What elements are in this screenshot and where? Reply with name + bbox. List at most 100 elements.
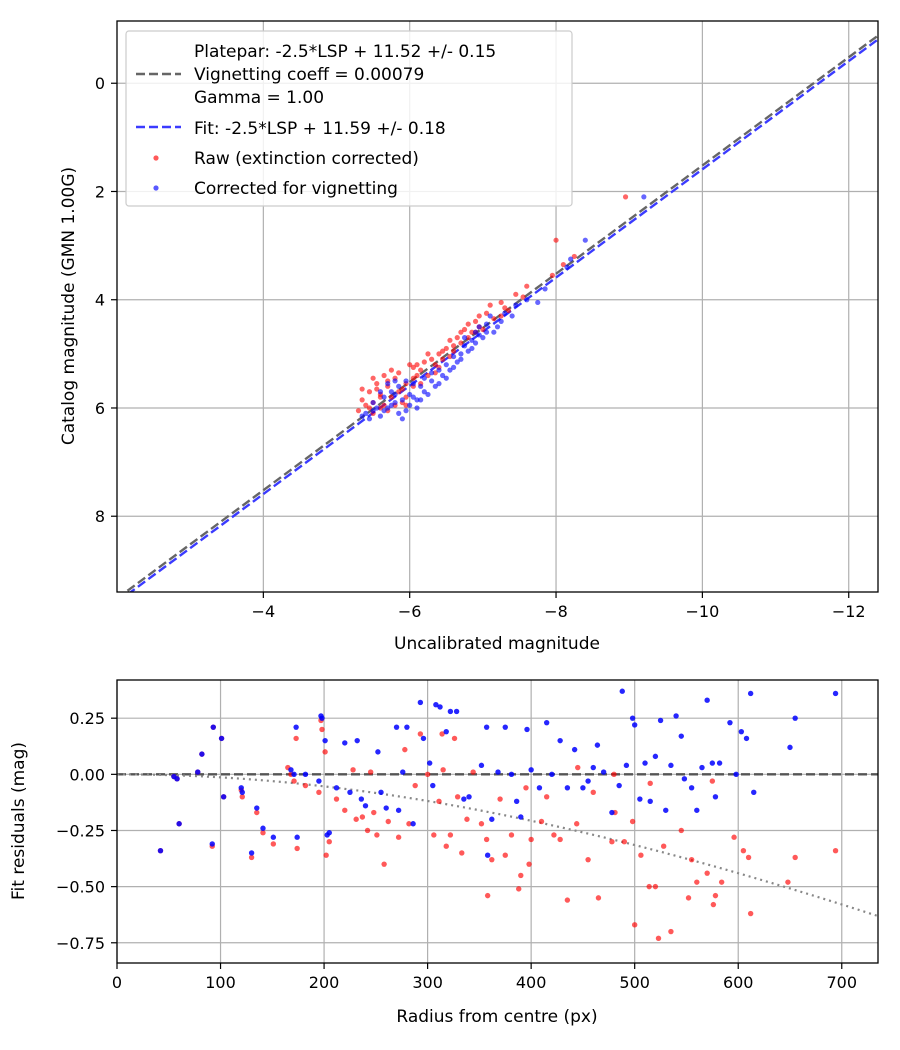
raw-residual-point xyxy=(316,789,322,796)
corrected-residual-point xyxy=(557,737,563,744)
raw-point xyxy=(359,386,365,392)
corrected-residual-point xyxy=(609,809,615,816)
raw-point xyxy=(414,372,420,379)
raw-residual-point xyxy=(718,879,725,885)
corrected-point xyxy=(414,405,420,411)
corrected-point xyxy=(513,302,519,308)
raw-residual-point xyxy=(402,746,408,753)
raw-residual-point xyxy=(832,847,839,854)
corrected-point xyxy=(421,389,427,395)
raw-residual-point xyxy=(518,872,524,879)
legend-corrected-text: Corrected for vignetting xyxy=(194,179,398,199)
raw-residual-point xyxy=(557,836,563,843)
corrected-residual-point xyxy=(270,834,277,840)
raw-point xyxy=(472,318,479,324)
corrected-point xyxy=(418,397,424,403)
raw-residual-point xyxy=(436,798,442,804)
raw-point xyxy=(363,402,369,408)
corrected-residual-point xyxy=(832,690,839,697)
corrected-point xyxy=(363,410,369,416)
raw-residual-point xyxy=(367,769,374,775)
raw-residual-point xyxy=(502,852,508,858)
raw-residual-point xyxy=(484,892,491,899)
corrected-residual-point xyxy=(495,769,501,775)
raw-point xyxy=(410,375,416,381)
corrected-point xyxy=(377,389,384,395)
corrected-residual-point xyxy=(248,850,255,856)
corrected-point xyxy=(381,394,387,400)
corrected-residual-point xyxy=(291,771,297,778)
corrected-point xyxy=(407,402,413,408)
corrected-residual-point xyxy=(322,737,328,744)
raw-residual-point xyxy=(792,854,798,861)
corrected-point xyxy=(410,381,416,387)
raw-point xyxy=(560,261,566,268)
corrected-point xyxy=(366,416,373,422)
corrected-residual-point xyxy=(647,798,653,804)
top-x-tick-label: −8 xyxy=(544,602,568,621)
corrected-residual-point xyxy=(712,794,719,800)
corrected-point xyxy=(491,329,497,335)
raw-residual-point xyxy=(652,883,659,890)
corrected-residual-point xyxy=(174,776,180,782)
legend-platepar-text-1: Platepar: -2.5*LSP + 11.52 +/- 0.15 xyxy=(194,42,496,62)
bottom-x-tick-label: 700 xyxy=(826,973,857,992)
raw-residual-point xyxy=(451,735,458,742)
corrected-point xyxy=(502,310,508,316)
raw-residual-point xyxy=(621,839,628,845)
corrected-residual-point xyxy=(199,751,205,757)
raw-residual-point xyxy=(454,794,461,800)
corrected-point xyxy=(494,324,501,330)
raw-point xyxy=(432,370,438,376)
corrected-residual-point xyxy=(478,762,485,769)
bottom-plot-frame xyxy=(116,679,879,964)
raw-residual-point xyxy=(528,836,534,843)
raw-point xyxy=(377,405,384,411)
corrected-point xyxy=(461,343,468,349)
corrected-residual-point xyxy=(393,724,400,730)
bottom-scatter-points xyxy=(157,688,839,941)
raw-residual-point xyxy=(293,735,299,742)
corrected-residual-point xyxy=(594,742,601,748)
corrected-residual-point xyxy=(420,735,427,742)
corrected-point xyxy=(414,397,420,403)
corrected-residual-point xyxy=(447,708,454,715)
raw-point xyxy=(440,356,446,362)
corrected-residual-point xyxy=(716,760,723,766)
raw-point xyxy=(414,362,420,368)
corrected-residual-point xyxy=(342,740,348,746)
corrected-point xyxy=(582,237,588,243)
corrected-point xyxy=(564,264,570,270)
corrected-residual-point xyxy=(709,760,716,766)
corrected-residual-point xyxy=(484,852,491,858)
raw-point xyxy=(366,389,373,395)
raw-point xyxy=(381,402,387,408)
corrected-residual-point xyxy=(727,719,733,726)
raw-point xyxy=(366,405,373,411)
raw-residual-point xyxy=(359,814,366,820)
corrected-residual-point xyxy=(657,717,664,724)
corrected-point xyxy=(421,375,427,381)
raw-residual-point xyxy=(424,771,431,778)
raw-residual-point xyxy=(395,834,402,840)
raw-residual-point xyxy=(254,809,260,816)
raw-residual-point xyxy=(385,818,391,825)
raw-residual-point xyxy=(551,832,557,838)
raw-residual-point xyxy=(655,935,662,941)
raw-residual-point xyxy=(323,852,329,858)
corrected-point xyxy=(472,340,479,346)
corrected-point xyxy=(461,335,468,341)
corrected-residual-point xyxy=(585,778,591,784)
corrected-point xyxy=(450,353,457,360)
raw-residual-point xyxy=(489,856,495,863)
raw-point xyxy=(403,402,409,408)
corrected-residual-point xyxy=(524,726,530,733)
raw-point xyxy=(355,408,362,414)
raw-point xyxy=(465,321,471,327)
raw-point xyxy=(524,283,530,289)
top-x-tick-label: −12 xyxy=(832,602,866,621)
corrected-residual-point xyxy=(326,830,332,836)
raw-residual-point xyxy=(678,827,684,834)
raw-residual-point xyxy=(319,726,325,733)
raw-residual-point xyxy=(668,928,674,935)
